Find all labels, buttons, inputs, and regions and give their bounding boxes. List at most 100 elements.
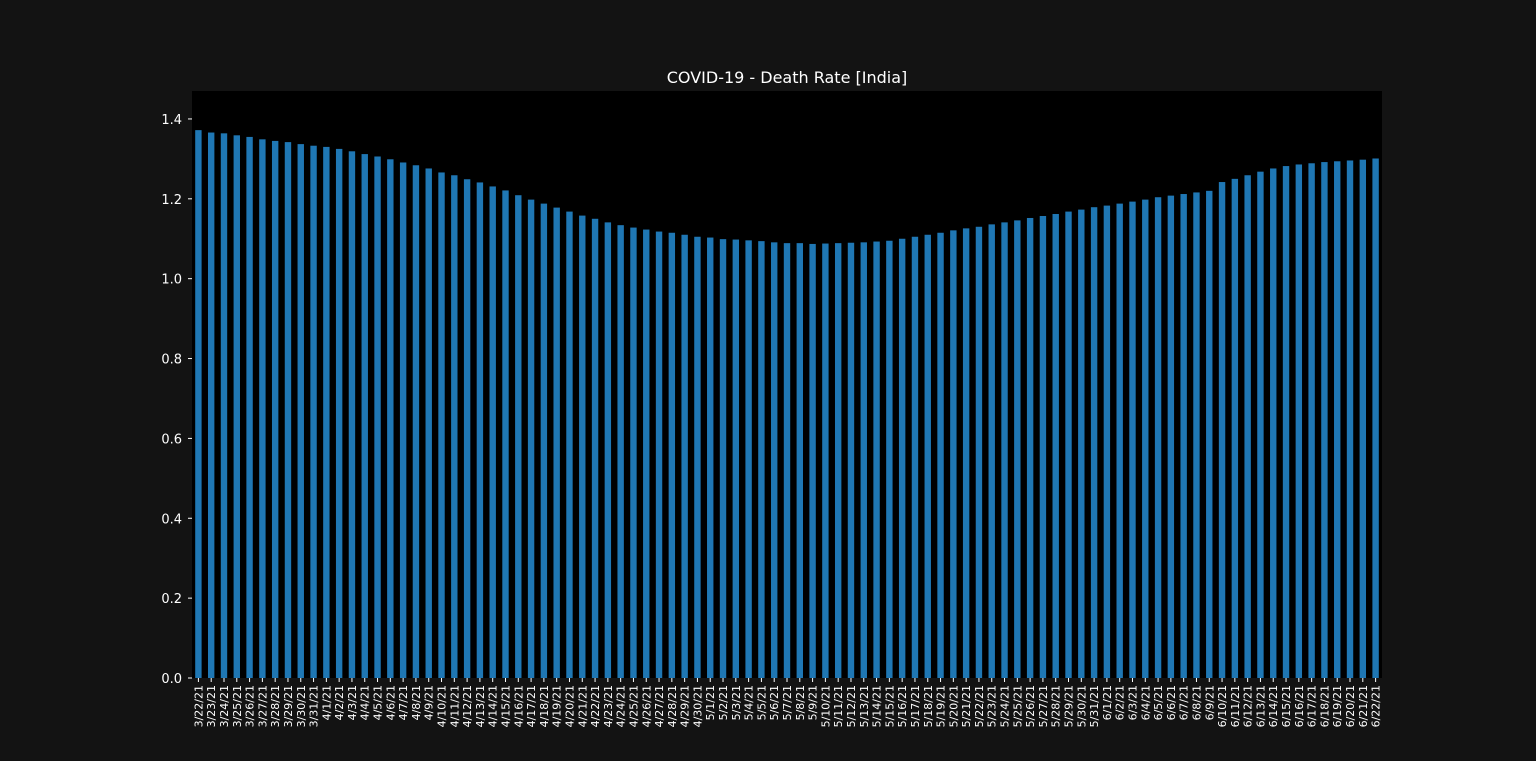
x-tick-label: 6/19/21 bbox=[1331, 685, 1344, 727]
x-tick-label: 5/12/21 bbox=[845, 685, 858, 727]
x-tick-label: 4/6/21 bbox=[384, 685, 397, 720]
bar bbox=[1039, 215, 1047, 679]
x-tick-label: 5/11/21 bbox=[832, 685, 845, 727]
x-tick-label: 4/3/21 bbox=[346, 685, 359, 720]
x-tick-label: 6/21/21 bbox=[1357, 685, 1370, 727]
x-tick-label: 5/14/21 bbox=[871, 685, 884, 727]
y-tick-label: 0.6 bbox=[161, 432, 182, 447]
x-tick-label: 4/18/21 bbox=[538, 685, 551, 727]
x-tick-label: 5/21/21 bbox=[960, 685, 973, 727]
x-tick-label: 6/22/21 bbox=[1370, 685, 1383, 727]
bar bbox=[310, 145, 317, 678]
bar bbox=[207, 132, 215, 678]
bar bbox=[297, 144, 304, 679]
bar bbox=[975, 226, 983, 678]
bar bbox=[719, 239, 727, 678]
bar bbox=[1129, 201, 1136, 679]
x-tick-label: 5/5/21 bbox=[755, 685, 768, 720]
x-tick-label: 4/12/21 bbox=[461, 685, 474, 727]
x-tick-label: 6/15/21 bbox=[1280, 685, 1293, 727]
x-tick-label: 3/23/21 bbox=[205, 685, 218, 727]
x-tick-label: 5/29/21 bbox=[1063, 685, 1076, 727]
x-tick-label: 5/1/21 bbox=[704, 685, 717, 720]
bar bbox=[655, 231, 663, 678]
bar bbox=[323, 146, 330, 678]
bar bbox=[1270, 168, 1277, 678]
x-tick-label: 4/7/21 bbox=[397, 685, 410, 720]
bar bbox=[1321, 162, 1328, 678]
x-tick-label: 6/5/21 bbox=[1152, 685, 1165, 720]
bar bbox=[643, 229, 650, 678]
bar bbox=[732, 239, 740, 679]
bar bbox=[1167, 195, 1175, 678]
x-tick-label: 4/16/21 bbox=[512, 685, 525, 727]
x-tick-label: 4/11/21 bbox=[448, 685, 461, 727]
bar bbox=[553, 207, 560, 678]
bar bbox=[873, 241, 880, 679]
x-tick-label: 5/8/21 bbox=[794, 685, 807, 720]
bar bbox=[489, 186, 496, 678]
bar bbox=[617, 225, 624, 679]
bar bbox=[860, 242, 867, 678]
x-tick-label: 3/31/21 bbox=[308, 685, 321, 727]
x-tick-label: 3/29/21 bbox=[282, 685, 295, 727]
bar bbox=[451, 175, 458, 678]
x-tick-label: 4/19/21 bbox=[551, 685, 564, 727]
bar bbox=[911, 236, 919, 678]
bar bbox=[527, 199, 535, 679]
x-tick-label: 6/10/21 bbox=[1216, 685, 1229, 727]
y-axis: 0.0 0.2 0.4 0.6 0.8 1.0 1.2 1.4 bbox=[161, 113, 192, 687]
x-tick-label: 6/2/21 bbox=[1114, 685, 1127, 720]
x-tick-label: 5/13/21 bbox=[858, 685, 871, 727]
bar bbox=[822, 243, 829, 679]
x-tick-label: 6/13/21 bbox=[1254, 685, 1267, 727]
x-axis: 3/22/21 3/23/21 3/24/21 3/25/21 3/26/21 3/27/… bbox=[192, 678, 1383, 727]
x-tick-label: 6/16/21 bbox=[1293, 685, 1306, 727]
x-tick-label: 6/8/21 bbox=[1190, 685, 1203, 720]
x-tick-label: 3/28/21 bbox=[269, 685, 282, 727]
bar bbox=[348, 151, 356, 679]
bar bbox=[758, 241, 765, 678]
x-tick-label: 5/26/21 bbox=[1024, 685, 1037, 727]
bar bbox=[1282, 166, 1290, 678]
bar bbox=[1372, 158, 1379, 679]
bar bbox=[707, 237, 714, 679]
bar bbox=[515, 195, 522, 678]
bar bbox=[796, 243, 803, 678]
x-tick-label: 5/3/21 bbox=[730, 685, 743, 720]
x-tick-label: 4/4/21 bbox=[359, 685, 372, 720]
x-tick-label: 3/25/21 bbox=[231, 685, 244, 727]
x-tick-label: 5/30/21 bbox=[1075, 685, 1088, 727]
x-tick-label: 6/12/21 bbox=[1242, 685, 1255, 727]
x-tick-label: 4/5/21 bbox=[372, 685, 385, 720]
y-tick-label: 0.0 bbox=[161, 672, 182, 687]
bar bbox=[1257, 171, 1264, 678]
bar bbox=[195, 130, 202, 678]
bar bbox=[924, 234, 931, 678]
x-tick-label: 4/23/21 bbox=[602, 685, 615, 727]
bar bbox=[1103, 205, 1111, 678]
bar bbox=[1346, 160, 1354, 679]
bar bbox=[361, 154, 368, 679]
bar bbox=[950, 230, 957, 679]
bar bbox=[1244, 175, 1251, 678]
bar bbox=[988, 224, 995, 678]
x-tick-label: 4/29/21 bbox=[679, 685, 692, 727]
x-tick-label: 5/15/21 bbox=[883, 685, 896, 727]
bar bbox=[1295, 164, 1303, 679]
x-tick-label: 4/27/21 bbox=[653, 685, 666, 727]
bar bbox=[1116, 203, 1123, 679]
bar bbox=[387, 159, 394, 678]
x-tick-label: 3/22/21 bbox=[192, 685, 205, 727]
bar bbox=[591, 218, 599, 678]
x-tick-label: 6/6/21 bbox=[1165, 685, 1178, 720]
bar bbox=[540, 203, 548, 679]
bar bbox=[886, 240, 893, 679]
bar bbox=[1206, 190, 1213, 678]
bar bbox=[476, 182, 484, 678]
bar bbox=[438, 172, 445, 678]
x-tick-label: 5/20/21 bbox=[947, 685, 960, 727]
x-tick-label: 4/8/21 bbox=[410, 685, 423, 720]
bar bbox=[937, 232, 944, 678]
